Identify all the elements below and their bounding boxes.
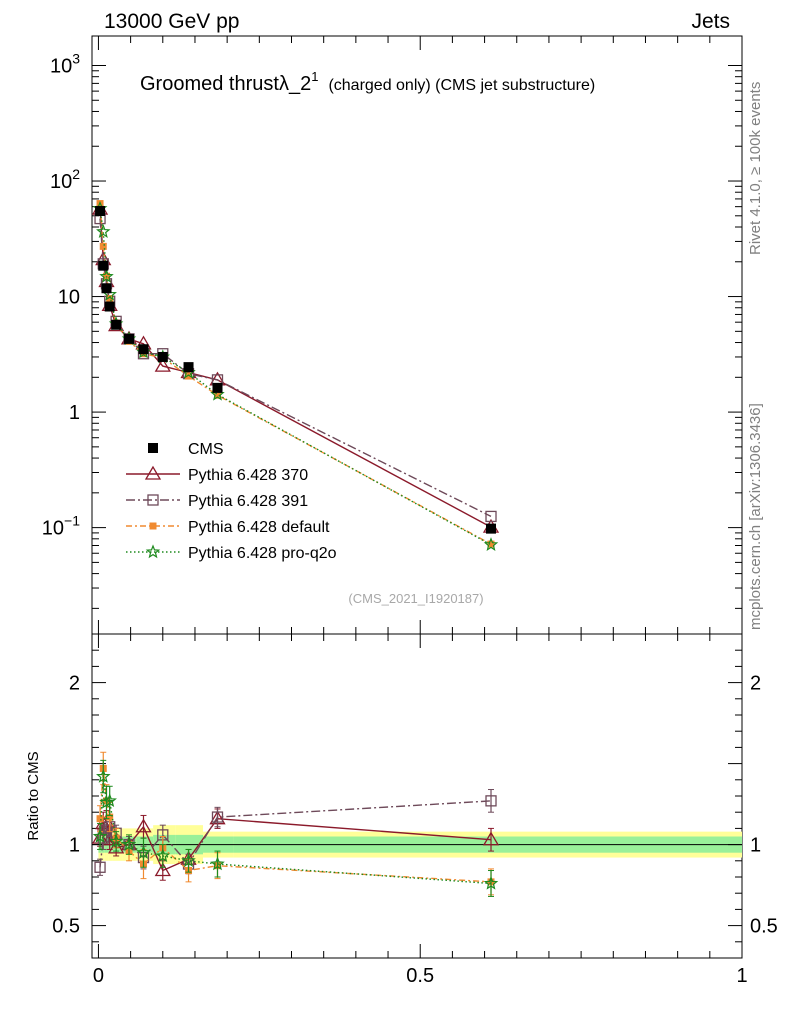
data-point [486, 523, 497, 534]
data-point [138, 344, 149, 355]
data-point [111, 319, 122, 330]
data-point [106, 813, 114, 821]
data-point [121, 836, 137, 851]
x-tick-label: 0 [93, 965, 104, 987]
x-tick-label: 0.5 [406, 965, 434, 987]
data-point [124, 333, 135, 344]
ratio-series-group [91, 751, 500, 897]
y-tick-label-exponent: 3 [72, 50, 80, 66]
chart-title-superscript: 1 [311, 69, 318, 84]
y-tick-label: 10 [58, 287, 80, 309]
data-point [97, 832, 109, 844]
data-point [102, 793, 117, 808]
data-point [96, 768, 111, 783]
data-point [485, 510, 497, 523]
x-tick-label: 1 [736, 965, 747, 987]
data-point [157, 351, 168, 362]
data-point [487, 540, 495, 548]
ratio-axis-label: Ratio to CMS [25, 751, 42, 840]
chart-title-subtitle: (charged only) (CMS jet substructure) [328, 77, 595, 94]
ratio-y-tick-label: 0.5 [52, 916, 80, 938]
data-point [94, 861, 106, 873]
main-series-group [91, 200, 500, 552]
data-point [183, 362, 194, 373]
y-tick-label-base: 10 [50, 55, 72, 77]
chart-title: Groomed thrustλ_21 (charged only) (CMS je… [140, 69, 595, 95]
data-point [210, 856, 225, 871]
y-tick-label: 102 [50, 166, 80, 193]
data-point [135, 818, 152, 833]
ratio-axis-ticks: 0 0.5 1 2 2 1 1 0.5 0.5 [52, 36, 778, 987]
data-point [98, 260, 109, 271]
y-tick-label: 103 [50, 50, 80, 77]
ratio-y-tick-label: 0.5 [750, 916, 778, 938]
data-point [154, 357, 171, 372]
y-tick-label: 10−1 [42, 513, 80, 540]
chart-title-main: Groomed thrustλ_2 [140, 73, 311, 95]
legend: CMS Pythia 6.428 370 Pythia 6.428 391 Pythi… [126, 441, 337, 562]
ratio-panel-frame [91, 633, 743, 959]
legend-label: Pythia 6.428 pro-q2o [188, 545, 337, 562]
ratio-y-tick-label: 1 [69, 835, 80, 857]
data-point [149, 522, 157, 530]
y-tick-label-exponent: −1 [64, 513, 80, 529]
data-point [181, 853, 196, 868]
data-point [99, 268, 114, 283]
data-point [96, 815, 104, 823]
data-point [145, 544, 161, 559]
data-point [212, 382, 223, 393]
y-tick-label: 1 [69, 402, 80, 424]
ratio-y-tick-label: 2 [69, 673, 80, 695]
y-tick-label-base: 10 [50, 171, 72, 193]
data-point [95, 206, 106, 217]
rivet-version-label: Rivet 4.1.0, ≥ 100k events [747, 82, 764, 255]
data-point [185, 372, 193, 380]
data-point [147, 494, 159, 506]
legend-label: Pythia 6.428 default [188, 519, 330, 536]
ratio-series-line [99, 776, 492, 885]
legend-label: CMS [188, 441, 224, 458]
data-point [99, 242, 107, 250]
legend-label: Pythia 6.428 391 [188, 493, 308, 510]
data-point [101, 283, 112, 294]
data-point [211, 811, 224, 823]
y-tick-label-base: 1 [69, 402, 80, 424]
ratio-series-line [99, 768, 492, 883]
data-point [482, 831, 500, 846]
data-point [213, 391, 221, 399]
header-category: Jets [691, 10, 730, 33]
mcplots-reference-label: mcplots.cern.ch [arXiv:1306.3436] [747, 403, 764, 630]
data-point [96, 224, 111, 238]
data-point [144, 465, 162, 480]
y-tick-label-base: 10 [42, 518, 64, 540]
data-point [148, 443, 158, 453]
ratio-y-tick-label: 2 [750, 673, 761, 695]
y-tick-label-base: 10 [58, 287, 80, 309]
data-point [104, 301, 115, 312]
header-energy: 13000 GeV pp [104, 10, 239, 33]
legend-label: Pythia 6.428 370 [188, 467, 308, 484]
data-point [483, 537, 499, 552]
data-point [483, 875, 499, 890]
analysis-watermark: (CMS_2021_I1920187) [348, 591, 483, 606]
data-point [155, 848, 171, 863]
data-point [154, 862, 171, 877]
data-point [106, 295, 114, 303]
data-point [485, 795, 497, 807]
data-point [108, 833, 124, 848]
ratio-y-tick-label: 1 [750, 835, 761, 857]
data-point [136, 845, 151, 859]
data-point [92, 828, 108, 843]
y-tick-label-exponent: 2 [72, 166, 80, 182]
